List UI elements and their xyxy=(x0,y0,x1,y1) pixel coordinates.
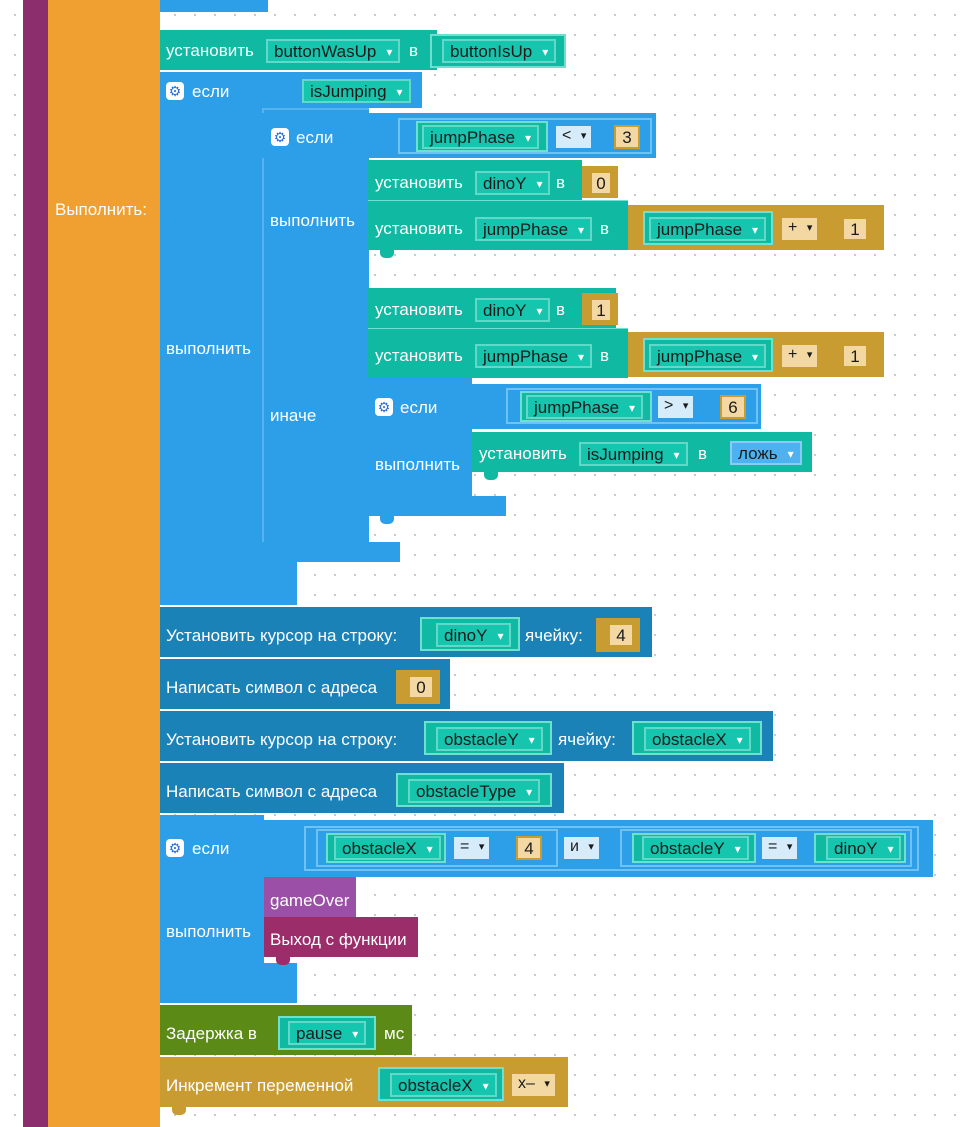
set-label: установить xyxy=(375,219,463,238)
var-dropdown[interactable]: obstacleX xyxy=(334,836,441,860)
call-label: gameOver xyxy=(270,891,350,910)
number-field[interactable]: 3 xyxy=(614,125,640,149)
gear-icon[interactable]: ⚙ xyxy=(166,839,184,857)
number-field[interactable]: 1 xyxy=(590,298,612,322)
set-label: установить xyxy=(375,173,463,192)
if-label: если xyxy=(192,82,230,101)
gear-icon[interactable]: ⚙ xyxy=(271,128,289,146)
gear-icon[interactable]: ⚙ xyxy=(166,82,184,100)
delay-label: Задержка в xyxy=(166,1024,257,1043)
number-field[interactable]: 0 xyxy=(590,171,612,195)
gear-icon[interactable]: ⚙ xyxy=(375,398,393,416)
var-dropdown[interactable]: jumpPhase xyxy=(475,344,593,368)
block-notch xyxy=(276,957,290,965)
if-label: если xyxy=(296,128,334,147)
var-dropdown[interactable]: obstacleX xyxy=(390,1073,497,1097)
block-notch xyxy=(380,250,394,258)
operator-dropdown[interactable]: < xyxy=(556,126,592,148)
block-notch xyxy=(380,516,394,524)
function-block[interactable] xyxy=(23,0,51,1127)
var-dropdown[interactable]: dinoY xyxy=(475,298,551,322)
operator-dropdown[interactable]: = xyxy=(454,837,490,859)
do-label: выполнить xyxy=(166,922,251,941)
number-field[interactable]: 1 xyxy=(842,344,868,368)
condition-isjumping[interactable]: isJumping xyxy=(302,79,411,103)
if-jumpphase-block[interactable] xyxy=(262,108,369,562)
call-gameover-block[interactable] xyxy=(264,877,356,917)
var-dropdown[interactable]: obstacleX xyxy=(644,727,751,751)
cursor-label: Установить курсор на строку: xyxy=(166,730,398,749)
return-label: Выход с функции xyxy=(270,930,407,949)
var-dropdown[interactable]: dinoY xyxy=(826,836,902,860)
if-bottom xyxy=(160,585,297,605)
operator-dropdown[interactable]: x– xyxy=(512,1074,555,1096)
to-label: в xyxy=(556,173,566,192)
to-label: в xyxy=(409,41,419,60)
to-label: в xyxy=(698,444,708,463)
number-field[interactable]: 4 xyxy=(516,836,542,860)
write-label: Написать символ с адреса xyxy=(166,782,378,801)
var-dropdown[interactable]: dinoY xyxy=(436,623,512,647)
var-dropdown[interactable]: jumpPhase xyxy=(475,217,593,241)
increment-label: Инкремент переменной xyxy=(166,1076,354,1095)
number-field[interactable]: 6 xyxy=(720,395,746,419)
var-dropdown[interactable]: jumpPhase xyxy=(649,344,767,368)
if-bottom xyxy=(160,963,297,1003)
if-label: если xyxy=(192,839,230,858)
var-dropdown[interactable]: pause xyxy=(288,1021,367,1045)
set-cursor-block[interactable] xyxy=(160,607,652,657)
previous-block[interactable] xyxy=(160,0,268,12)
var-dropdown[interactable]: obstacleY xyxy=(436,727,543,751)
set-label: установить xyxy=(166,41,254,60)
cursor-label: Установить курсор на строку: xyxy=(166,626,398,645)
write-label: Написать символ с адреса xyxy=(166,678,378,697)
var-dropdown[interactable]: obstacleType xyxy=(408,779,541,803)
operator-dropdown[interactable]: + xyxy=(782,345,818,367)
operator-dropdown[interactable]: + xyxy=(782,218,818,240)
var-dropdown[interactable]: jumpPhase xyxy=(526,395,644,419)
and-operator-dropdown[interactable]: и xyxy=(564,837,599,859)
if-bottom xyxy=(368,496,506,516)
set-label: установить xyxy=(479,444,567,463)
block-notch xyxy=(484,472,498,480)
var-dropdown[interactable]: jumpPhase xyxy=(422,125,540,149)
block-notch xyxy=(276,562,290,570)
number-field[interactable]: 0 xyxy=(408,675,434,699)
block-notch xyxy=(172,1107,186,1115)
cell-label: ячейку: xyxy=(525,626,583,645)
do-label: выполнить xyxy=(270,211,355,230)
set-label: установить xyxy=(375,346,463,365)
else-label: иначе xyxy=(270,406,317,425)
return-block[interactable] xyxy=(264,917,418,957)
to-label: в xyxy=(556,300,566,319)
number-field[interactable]: 4 xyxy=(608,623,634,647)
do-label: выполнить xyxy=(166,339,251,358)
var-dropdown[interactable]: obstacleY xyxy=(642,836,749,860)
if-label: если xyxy=(400,398,438,417)
to-label: в xyxy=(600,219,610,238)
var-dropdown[interactable]: buttonWasUp xyxy=(266,39,401,63)
operator-dropdown[interactable]: = xyxy=(762,837,798,859)
var-dropdown[interactable]: dinoY xyxy=(475,171,551,195)
var-dropdown[interactable]: buttonIsUp xyxy=(442,39,557,63)
operator-dropdown[interactable]: > xyxy=(658,396,694,418)
loop-block[interactable] xyxy=(48,0,160,1127)
if-bottom xyxy=(262,542,400,562)
var-dropdown[interactable]: jumpPhase xyxy=(649,217,767,241)
do-label: выполнить xyxy=(375,455,460,474)
set-label: установить xyxy=(375,300,463,319)
to-label: в xyxy=(600,346,610,365)
var-dropdown[interactable]: isJumping xyxy=(579,442,688,466)
loop-do-label: Выполнить: xyxy=(55,200,148,219)
number-field[interactable]: 1 xyxy=(842,217,868,241)
cell-label: ячейку: xyxy=(558,730,616,749)
unit-label: мс xyxy=(384,1024,405,1043)
boolean-dropdown[interactable]: ложь xyxy=(730,441,802,465)
